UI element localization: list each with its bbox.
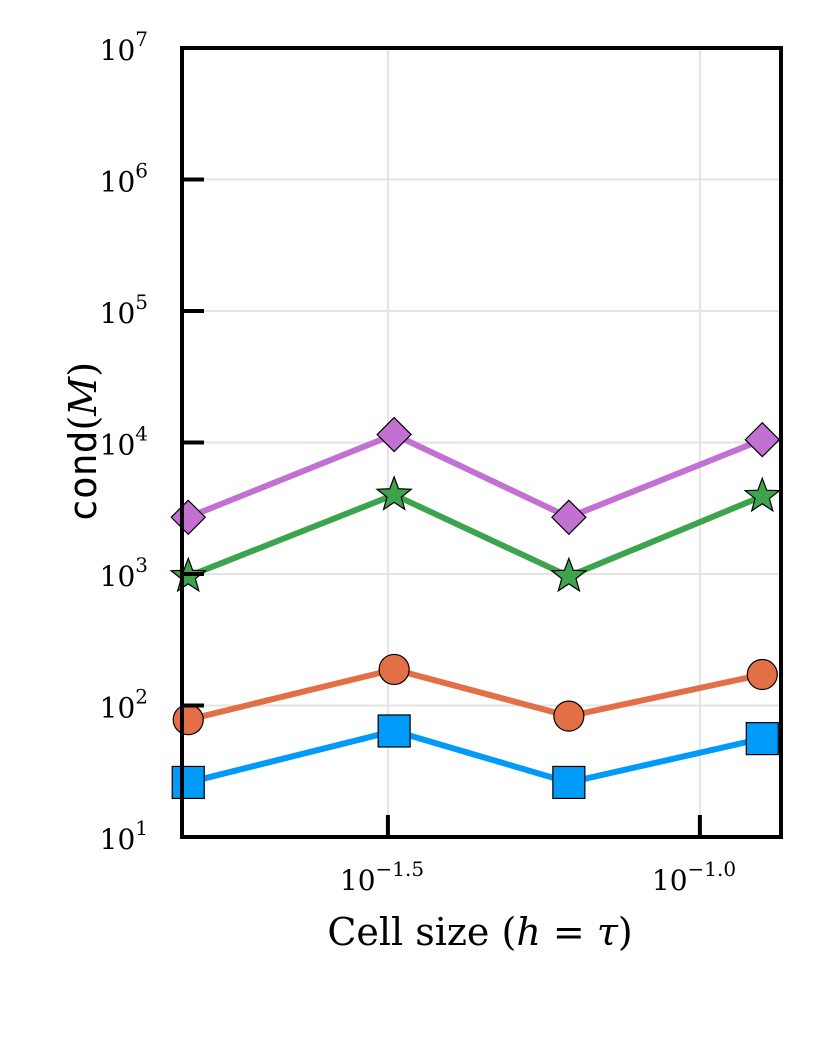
series-2-point-1 (172, 704, 204, 736)
series-2-line (187, 666, 763, 723)
y-tick-label: 101 (100, 816, 148, 856)
y-tick-label: 106 (100, 159, 148, 199)
series-1-point-4 (745, 722, 779, 756)
series-4-line (187, 431, 764, 521)
series-2-point-2 (378, 653, 410, 686)
series-4-point-1 (170, 499, 207, 536)
x-tick-label: 10−1.5 (340, 857, 424, 897)
series-4-point-4 (744, 421, 781, 458)
ticks: 101 102 103 104 105 106 107 10−1.5 10−1.0 (100, 27, 736, 897)
series-1-point-3 (552, 765, 586, 800)
x-tick-label: 10−1.0 (652, 857, 736, 897)
series-3-point-3 (550, 556, 588, 593)
series-3-point-4 (743, 476, 782, 513)
y-tick-label: 107 (100, 27, 148, 67)
y-tick-label: 104 (100, 422, 148, 462)
series-layer (169, 416, 782, 800)
series-2-point-3 (553, 700, 585, 732)
series-1-point-2 (377, 714, 411, 748)
y-tick-label: 102 (100, 685, 148, 725)
series-3-line (187, 491, 764, 580)
series-3-point-2 (375, 475, 413, 511)
series-1-point-1 (171, 765, 205, 800)
y-tick-label: 103 (100, 553, 148, 593)
series-4-point-3 (551, 499, 587, 536)
y-axis-label: cond(M) (61, 362, 105, 522)
series-1-line (187, 727, 763, 786)
series-4 (170, 416, 781, 536)
series-1 (171, 714, 779, 800)
y-tick-label: 105 (100, 290, 148, 330)
series-2-point-4 (746, 658, 778, 691)
series-4-point-2 (376, 416, 412, 453)
x-axis-label: Cell size (h = τ) (327, 910, 632, 954)
